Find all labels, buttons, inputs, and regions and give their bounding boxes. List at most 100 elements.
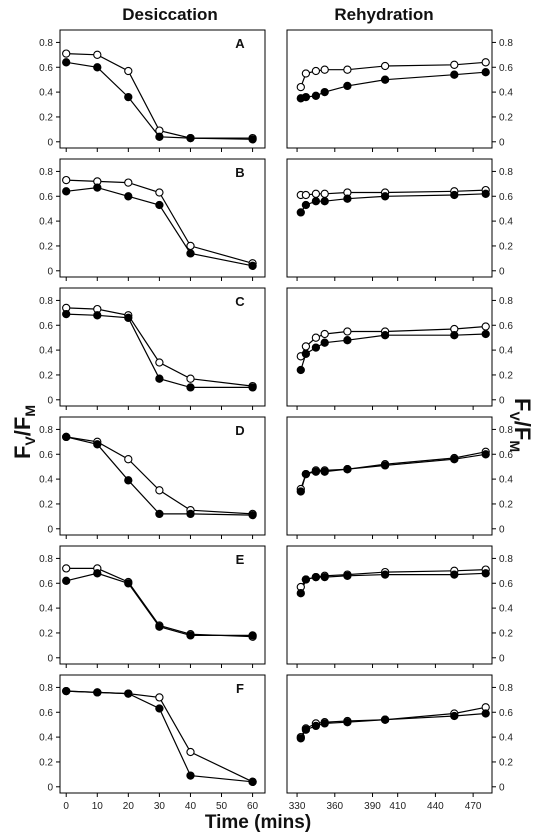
data-point-filled [380,75,390,84]
data-point-filled [248,777,257,786]
data-point-filled [301,200,311,210]
data-point-filled [320,338,329,347]
y-tick-label: 0.8 [499,38,513,49]
data-point-filled [301,349,311,358]
panel-c-desiccation: 0 0.2 0.4 0.6 0.8 [39,287,266,410]
y-label-left-sub2: M [22,405,38,417]
y-tick-label: 0.4 [39,604,53,615]
data-point-open [343,327,352,336]
data-point-filled [380,331,390,340]
data-point-filled [62,432,71,442]
data-point-filled [311,343,321,352]
panel-label: D [235,423,244,438]
series-line-filled [66,313,253,388]
y-tick-label: 0.4 [39,217,53,228]
plot-frame [286,158,493,278]
data-point-filled [311,91,321,100]
data-point-open [301,69,311,78]
data-point-filled [380,715,390,724]
data-point-filled [62,686,71,696]
column-title-desiccation: Desiccation [122,5,217,24]
panel-b-rehydration: 0 0.2 0.4 0.6 0.8 [286,158,513,281]
data-point-open [311,66,321,76]
data-point-filled [248,383,257,392]
panel-f: 0 0.2 0.4 0.6 0.8 0 10 20 30 40 50 60 0 0.2 0.4 0.6 0.8 3… [39,674,513,812]
y-tick-label: 0.4 [499,346,513,357]
y-tick-label: 0 [499,782,505,793]
panel-e: 0 0.2 0.4 0.6 0.8 0 0.2 0.4 0.6 0.8 E [39,545,513,668]
data-point-filled [380,570,390,579]
y-label-right-sub1: V [507,411,523,421]
x-tick-label: 330 [289,801,306,812]
data-point-open [155,358,164,367]
data-point-filled [248,631,257,640]
y-tick-label: 0.6 [499,63,513,74]
panel-label: A [235,36,245,51]
y-tick-label: 0.4 [499,733,513,744]
data-point-open [301,342,311,351]
y-tick-label: 0.4 [499,217,513,228]
x-tick-label: 390 [364,801,381,812]
panels: 0 0.2 0.4 0.6 0.8 0 0.2 0.4 0.6 0.8 A 0 0.2 0.4 0.6 0.8… [39,29,513,812]
y-tick-label: 0.6 [499,321,513,332]
data-point-filled [62,58,71,67]
data-point-filled [481,329,490,339]
data-point-open [450,60,459,69]
x-tick-label: 440 [427,801,444,812]
data-point-filled [124,313,133,322]
data-point-open [311,189,321,198]
plot-frame [59,674,266,794]
data-point-filled [155,704,164,713]
data-point-open [301,190,311,200]
data-point-filled [343,81,352,91]
data-point-filled [481,709,490,718]
y-tick-label: 0.6 [499,450,513,461]
data-point-filled [93,63,102,72]
panel-label: C [235,294,245,309]
y-tick-label: 0.8 [39,554,53,565]
x-axis-label: Time (mins) [205,812,311,833]
data-point-filled [186,509,195,519]
plot-frame [59,287,266,407]
panel-e-rehydration: 0 0.2 0.4 0.6 0.8 [286,545,513,668]
data-point-open [380,61,390,71]
data-point-open [320,189,329,198]
y-tick-label: 0.2 [499,112,513,123]
data-point-filled [124,579,133,588]
data-point-open [343,65,352,74]
panel-c: 0 0.2 0.4 0.6 0.8 0 0.2 0.4 0.6 0.8 C [39,287,513,410]
data-point-filled [343,571,352,580]
data-point-open [320,329,329,339]
data-point-filled [450,711,459,721]
y-axis-label-right: FV/FM [507,398,535,452]
data-point-filled [320,197,329,206]
data-point-filled [186,771,195,780]
plot-frame [59,158,266,278]
data-point-filled [93,183,102,192]
plot-frame [286,29,493,149]
data-point-filled [311,197,321,206]
panel-a: 0 0.2 0.4 0.6 0.8 0 0.2 0.4 0.6 0.8 A [39,29,513,152]
series-line-open [66,436,253,515]
panel-label: E [236,552,245,567]
y-tick-label: 0.8 [499,683,513,694]
data-point-filled [93,569,102,578]
y-label-left-slash: /F [10,417,35,437]
y-tick-label: 0.2 [39,499,53,510]
y-label-left-sub1: V [22,436,38,446]
data-point-filled [481,68,490,77]
y-tick-label: 0.4 [39,346,53,357]
data-point-filled [301,725,311,734]
y-tick-label: 0.6 [39,63,53,74]
data-point-filled [450,331,459,340]
plot-frame [59,545,266,665]
y-tick-label: 0 [47,266,53,277]
panel-e-desiccation: 0 0.2 0.4 0.6 0.8 [39,545,266,668]
panel-b: 0 0.2 0.4 0.6 0.8 0 0.2 0.4 0.6 0.8 B [39,158,513,281]
plot-frame [59,29,266,149]
plot-frame [286,416,493,536]
data-point-filled [155,622,164,631]
data-point-filled [296,487,305,496]
y-tick-label: 0.2 [39,112,53,123]
y-tick-label: 0.2 [39,757,53,768]
